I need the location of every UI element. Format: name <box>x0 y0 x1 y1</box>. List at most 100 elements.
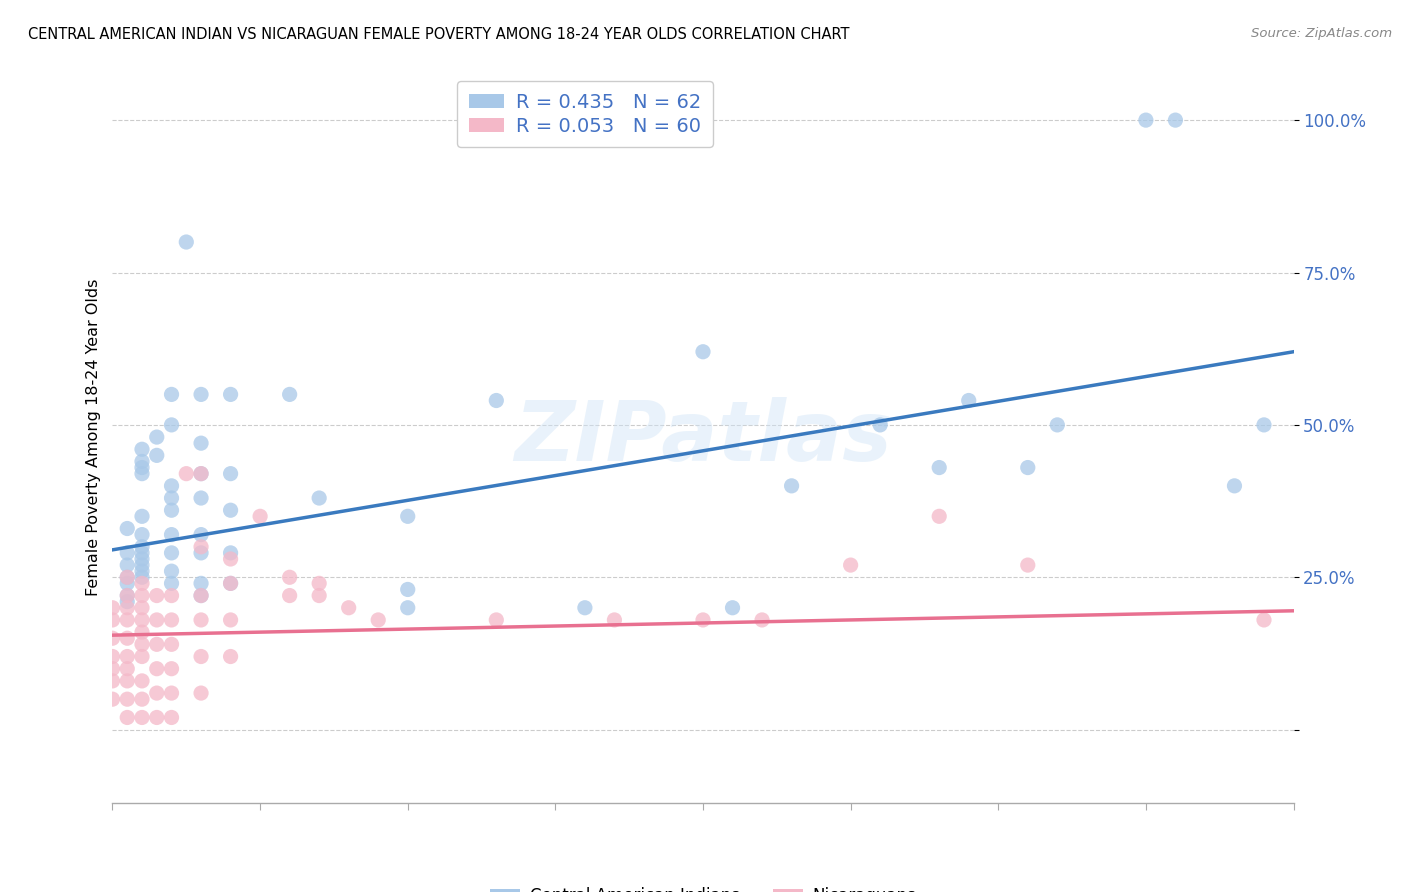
Point <box>219 552 242 566</box>
Point <box>117 632 138 646</box>
Point <box>190 613 212 627</box>
Point <box>396 509 419 524</box>
Point <box>131 600 153 615</box>
Point <box>751 613 773 627</box>
Point <box>190 467 212 481</box>
Point <box>117 570 138 584</box>
Point <box>396 600 419 615</box>
Point <box>117 673 138 688</box>
Point <box>131 692 153 706</box>
Point <box>190 686 212 700</box>
Point <box>928 460 950 475</box>
Point <box>131 527 153 541</box>
Point <box>160 527 183 541</box>
Point <box>131 625 153 640</box>
Point <box>780 479 803 493</box>
Point <box>117 546 138 560</box>
Point <box>219 613 242 627</box>
Point <box>190 527 212 541</box>
Point <box>131 673 153 688</box>
Point <box>839 558 862 573</box>
Point <box>131 570 153 584</box>
Point <box>219 576 242 591</box>
Point <box>131 442 153 457</box>
Point <box>692 613 714 627</box>
Point <box>869 417 891 432</box>
Point <box>396 582 419 597</box>
Point <box>721 600 744 615</box>
Point <box>160 613 183 627</box>
Point <box>1017 558 1039 573</box>
Point <box>146 613 169 627</box>
Point <box>174 235 197 249</box>
Point <box>1046 417 1069 432</box>
Point <box>131 460 153 475</box>
Point <box>117 662 138 676</box>
Point <box>131 637 153 651</box>
Point <box>278 570 301 584</box>
Point <box>117 558 138 573</box>
Point <box>190 589 212 603</box>
Point <box>190 540 212 554</box>
Point <box>131 552 153 566</box>
Point <box>308 589 330 603</box>
Point <box>249 509 271 524</box>
Point <box>308 491 330 505</box>
Legend: Central American Indians, Nicaraguans: Central American Indians, Nicaraguans <box>482 880 924 892</box>
Point <box>160 686 183 700</box>
Point <box>117 576 138 591</box>
Point <box>160 710 183 724</box>
Point <box>219 503 242 517</box>
Point <box>160 491 183 505</box>
Point <box>117 600 138 615</box>
Point <box>160 417 183 432</box>
Point <box>337 600 360 615</box>
Point <box>160 589 183 603</box>
Point <box>101 662 124 676</box>
Point <box>131 613 153 627</box>
Point <box>131 509 153 524</box>
Point <box>146 686 169 700</box>
Point <box>117 521 138 535</box>
Point <box>160 637 183 651</box>
Text: Source: ZipAtlas.com: Source: ZipAtlas.com <box>1251 27 1392 40</box>
Point <box>219 649 242 664</box>
Point <box>308 576 330 591</box>
Point <box>117 613 138 627</box>
Text: CENTRAL AMERICAN INDIAN VS NICARAGUAN FEMALE POVERTY AMONG 18-24 YEAR OLDS CORRE: CENTRAL AMERICAN INDIAN VS NICARAGUAN FE… <box>28 27 849 42</box>
Point <box>101 613 124 627</box>
Point <box>160 503 183 517</box>
Point <box>117 710 138 724</box>
Point <box>146 430 169 444</box>
Point <box>219 576 242 591</box>
Point <box>117 589 138 603</box>
Point <box>117 570 138 584</box>
Point <box>146 449 169 463</box>
Point <box>1253 417 1275 432</box>
Point <box>190 436 212 450</box>
Point <box>160 546 183 560</box>
Point <box>692 344 714 359</box>
Point <box>219 387 242 401</box>
Point <box>131 589 153 603</box>
Point <box>190 467 212 481</box>
Point <box>131 564 153 578</box>
Point <box>603 613 626 627</box>
Point <box>1017 460 1039 475</box>
Point <box>174 467 197 481</box>
Point <box>146 589 169 603</box>
Point <box>278 387 301 401</box>
Point <box>117 589 138 603</box>
Point <box>101 600 124 615</box>
Point <box>117 595 138 609</box>
Point <box>1164 113 1187 128</box>
Point <box>160 576 183 591</box>
Point <box>131 558 153 573</box>
Point <box>367 613 389 627</box>
Point <box>146 710 169 724</box>
Point <box>485 393 508 408</box>
Point <box>1135 113 1157 128</box>
Point <box>1223 479 1246 493</box>
Point <box>101 673 124 688</box>
Point <box>131 649 153 664</box>
